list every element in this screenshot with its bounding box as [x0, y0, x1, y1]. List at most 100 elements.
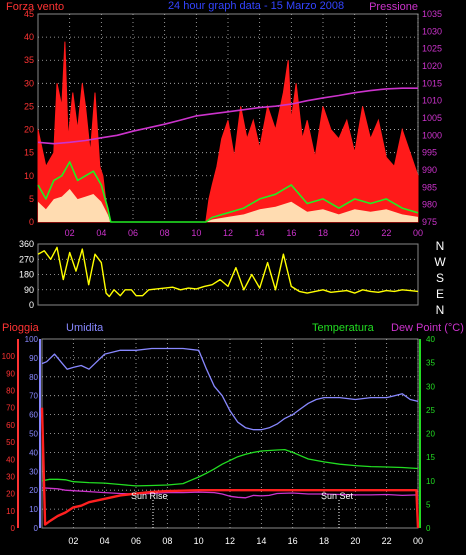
lower-x-tick-label: 06: [131, 536, 141, 546]
pressure-axis-tick-label: 980: [422, 200, 437, 210]
top-x-tick-label: 14: [255, 228, 265, 238]
rain-axis-tick-label: 60: [6, 421, 15, 430]
rain-axis-tick-label: 70: [6, 404, 15, 413]
top-x-tick-label: 04: [96, 228, 106, 238]
wind-axis-tick-label: 20: [24, 125, 34, 135]
rain-axis-tick-label: 100: [2, 352, 16, 361]
wind-gust-area: [37, 41, 419, 223]
pressure-axis-tick-label: 1020: [422, 61, 442, 71]
direction-letter-s: S: [436, 271, 444, 285]
pressure-label: Pressione: [369, 1, 418, 13]
humidity-axis-tick-label: 60: [29, 411, 38, 420]
wind-axis-tick-label: 25: [24, 101, 34, 111]
rain-axis-tick-label: 40: [6, 455, 15, 464]
humidity-axis-tick-label: 30: [29, 467, 38, 476]
lower-x-tick-label: 16: [288, 536, 298, 546]
rain-axis-tick-label: 50: [6, 438, 15, 447]
humidity-line: [41, 347, 419, 431]
dewpoint-label: Dew Point (°C): [391, 322, 464, 334]
wind-axis-tick-label: 40: [24, 32, 34, 42]
humidity-axis-tick-label: 40: [29, 448, 38, 457]
top-x-tick-label: 20: [350, 228, 360, 238]
rain-label: Pioggia: [2, 322, 40, 334]
lower-x-tick-label: 14: [256, 536, 266, 546]
lower-x-tick-label: 08: [162, 536, 172, 546]
lower-x-tick-label: 22: [382, 536, 392, 546]
temperature-axis-tick-label: 5: [426, 500, 431, 509]
top-x-tick-label: 10: [191, 228, 201, 238]
pressure-axis-tick-label: 985: [422, 182, 437, 192]
pressure-axis-tick-label: 995: [422, 148, 437, 158]
temperature-axis-tick-label: 10: [426, 477, 435, 486]
pressure-axis-tick-label: 990: [422, 165, 437, 175]
wind-direction-chart: 0 90 180 270 360: [19, 239, 419, 310]
humidity-axis-tick-label: 100: [25, 335, 39, 344]
pressure-axis-tick-label: 975: [422, 217, 437, 227]
temperature-axis-tick-label: 15: [426, 453, 435, 462]
direction-axis-tick-label: 0: [29, 300, 34, 310]
direction-axis-tick-label: 180: [19, 270, 34, 280]
lower-x-tick-label: 18: [319, 536, 329, 546]
top-x-tick-label: 12: [223, 228, 233, 238]
sun-set-label: Sun Set: [321, 491, 354, 501]
lower-x-tick-label: 12: [225, 536, 235, 546]
rain-axis-tick-label: 0: [11, 524, 16, 533]
direction-letter-n-top: N: [436, 239, 445, 253]
humidity-axis-tick-label: 90: [29, 354, 38, 363]
rain-line: [40, 407, 420, 529]
dewpoint-line: [41, 487, 419, 499]
rain-axis-tick-label: 10: [6, 507, 15, 516]
wind-axis-tick-label: 30: [24, 78, 34, 88]
wind-direction-line: [37, 246, 419, 298]
wind-axis-tick-label: 0: [29, 217, 34, 227]
direction-letter-e: E: [436, 287, 444, 301]
temperature-axis-tick-label: 20: [426, 430, 435, 439]
top-x-tick-label: 22: [381, 228, 391, 238]
top-x-tick-label: 00: [413, 228, 423, 238]
rain-axis-tick-label: 80: [6, 387, 15, 396]
pressure-axis-tick-label: 1010: [422, 96, 442, 106]
lower-x-tick-label: 00: [413, 536, 423, 546]
rain-axis-tick-label: 30: [6, 472, 15, 481]
pressure-axis-tick-label: 1000: [422, 130, 442, 140]
rain-axis-tick-label: 20: [6, 490, 15, 499]
temperature-axis-tick-label: 30: [426, 382, 435, 391]
direction-letter-w: W: [434, 255, 446, 269]
temperature-axis-tick-label: 35: [426, 359, 435, 368]
wind-axis-tick-label: 5: [29, 194, 34, 204]
pressure-axis-tick-label: 1035: [422, 9, 442, 19]
sun-rise-label: Sun Rise: [131, 491, 168, 501]
pressure-line: [37, 87, 418, 145]
direction-axis-tick-label: 270: [19, 254, 34, 264]
wind-axis-tick-label: 15: [24, 148, 34, 158]
top-x-tick-label: 02: [65, 228, 75, 238]
humidity-axis-tick-label: 20: [29, 486, 38, 495]
humidity-label: Umidita: [66, 322, 104, 334]
lower-x-tick-label: 20: [350, 536, 360, 546]
temperature-label: Temperatura: [312, 322, 375, 334]
temperature-axis-tick-label: 25: [426, 406, 435, 415]
temperature-axis-tick-label: 0: [426, 524, 431, 533]
top-x-tick-label: 16: [286, 228, 296, 238]
humidity-axis-tick-label: 70: [29, 392, 38, 401]
wind-average-line: [37, 161, 419, 223]
lower-x-tick-label: 10: [194, 536, 204, 546]
top-x-tick-label: 18: [318, 228, 328, 238]
temperature-axis-tick-label: 40: [426, 335, 435, 344]
pressure-axis-tick-label: 1025: [422, 44, 442, 54]
graph-title: 24 hour graph data - 15 Marzo 2008: [168, 0, 344, 12]
pressure-axis-tick-label: 1015: [422, 78, 442, 88]
humidity-axis-tick-label: 80: [29, 373, 38, 382]
lower-x-tick-label: 02: [68, 536, 78, 546]
wind-axis-tick-label: 35: [24, 55, 34, 65]
rain-humidity-temperature-chart: 0102030405060708090100010203040506070809…: [2, 335, 436, 546]
lower-x-tick-label: 04: [100, 536, 110, 546]
direction-axis-tick-label: 90: [24, 285, 34, 295]
direction-letter-n-bottom: N: [436, 303, 445, 317]
wind-axis-tick-label: 45: [24, 9, 34, 19]
temperature-line: [41, 448, 419, 487]
direction-axis-tick-label: 360: [19, 239, 34, 249]
top-x-tick-label: 08: [160, 228, 170, 238]
wind-axis-tick-label: 10: [24, 171, 34, 181]
